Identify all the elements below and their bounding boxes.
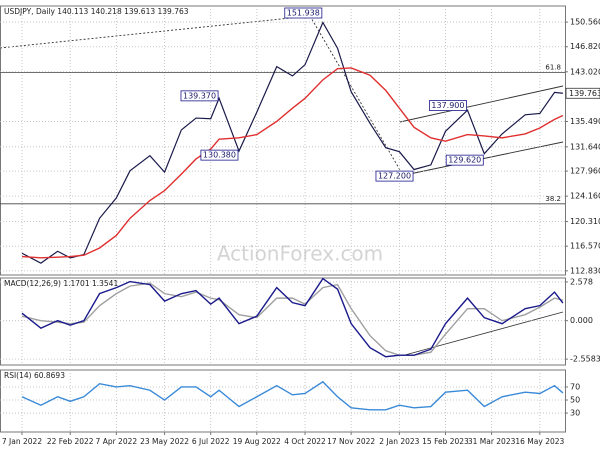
pane-title: USDJPY, Daily 140.113 140.218 139.613 13… xyxy=(4,7,189,16)
annotation-label: 127.200 xyxy=(378,172,411,181)
y-tick-label: 127.960 xyxy=(570,167,600,176)
series-line xyxy=(21,282,564,356)
pane-frame xyxy=(0,5,566,276)
annotation: 139.370 xyxy=(180,90,219,102)
series-line xyxy=(21,380,564,411)
annotation-box xyxy=(429,100,467,111)
y-tick-label: 120.310 xyxy=(570,217,600,226)
y-tick-label: 146.820 xyxy=(570,42,600,51)
y-tick-label: 50 xyxy=(570,396,580,405)
series-line xyxy=(21,277,564,358)
x-tick-label: 7 Apr 2022 xyxy=(96,437,138,446)
annotation: 127.200 xyxy=(375,170,414,182)
y-tick-label: 135.490 xyxy=(570,117,600,126)
y-tick-label: -2.5583 xyxy=(570,355,600,364)
x-tick-label: 2 Jan 2023 xyxy=(379,437,419,446)
annotation-box xyxy=(200,149,239,161)
pane-title: MACD(12,26,9) 1.1701 1.3541 xyxy=(4,279,118,288)
watermark: ActionForex.com xyxy=(217,242,383,266)
channel-line xyxy=(399,85,564,123)
y-tick-label: 143.020 xyxy=(570,67,600,76)
annotation-label: 139.370 xyxy=(183,91,216,100)
annotation-box xyxy=(180,90,219,102)
fib-label: 38.2 xyxy=(545,195,561,203)
series-line xyxy=(21,21,563,264)
annotation-label: 151.938 xyxy=(287,9,320,18)
y-tick-label: 2.578 xyxy=(570,277,593,286)
annotation-box xyxy=(445,154,484,166)
last-price-label: 139.763 xyxy=(569,89,600,98)
trend-line xyxy=(309,15,401,171)
y-tick-label: 0.000 xyxy=(570,316,593,325)
y-tick-label: 70 xyxy=(570,382,580,391)
y-tick-label: 112.830 xyxy=(570,266,600,275)
pane-frame xyxy=(0,369,566,433)
fib-label: 61.8 xyxy=(545,64,561,72)
x-tick-label: 19 Aug 2022 xyxy=(233,437,281,446)
annotation-label: 129.620 xyxy=(448,156,481,165)
y-tick-label: 150.560 xyxy=(570,18,600,27)
x-tick-label: 31 Mar 2023 xyxy=(468,437,516,446)
annotation: 151.938 xyxy=(284,7,323,19)
x-tick-label: 6 Jul 2022 xyxy=(192,437,230,446)
x-tick-label: 16 May 2023 xyxy=(515,437,564,446)
annotation: 129.620 xyxy=(445,154,484,166)
y-tick-label: 116.570 xyxy=(570,242,600,251)
y-tick-label: 30 xyxy=(570,409,580,418)
x-tick-label: 7 Jan 2022 xyxy=(2,437,42,446)
pane-title: RSI(14) 60.8693 xyxy=(4,371,65,380)
x-tick-label: 15 Feb 2023 xyxy=(422,437,469,446)
y-tick-label: 131.640 xyxy=(570,142,600,151)
annotation-label: 137.900 xyxy=(431,101,464,110)
last-price-box xyxy=(565,87,600,99)
y-tick-label: 124.160 xyxy=(570,192,600,201)
x-tick-label: 17 Nov 2022 xyxy=(327,437,375,446)
x-tick-label: 4 Oct 2022 xyxy=(284,437,326,446)
annotation-box xyxy=(284,7,323,19)
annotation-box xyxy=(375,170,414,182)
x-tick-label: 22 Feb 2022 xyxy=(47,437,94,446)
series-line xyxy=(21,67,564,259)
x-tick-label: 23 May 2022 xyxy=(140,437,189,446)
annotation-label: 130.380 xyxy=(203,151,236,160)
annotation: 130.380 xyxy=(200,149,239,161)
annotation: 137.900 xyxy=(429,100,467,111)
pane-frame xyxy=(0,277,566,366)
